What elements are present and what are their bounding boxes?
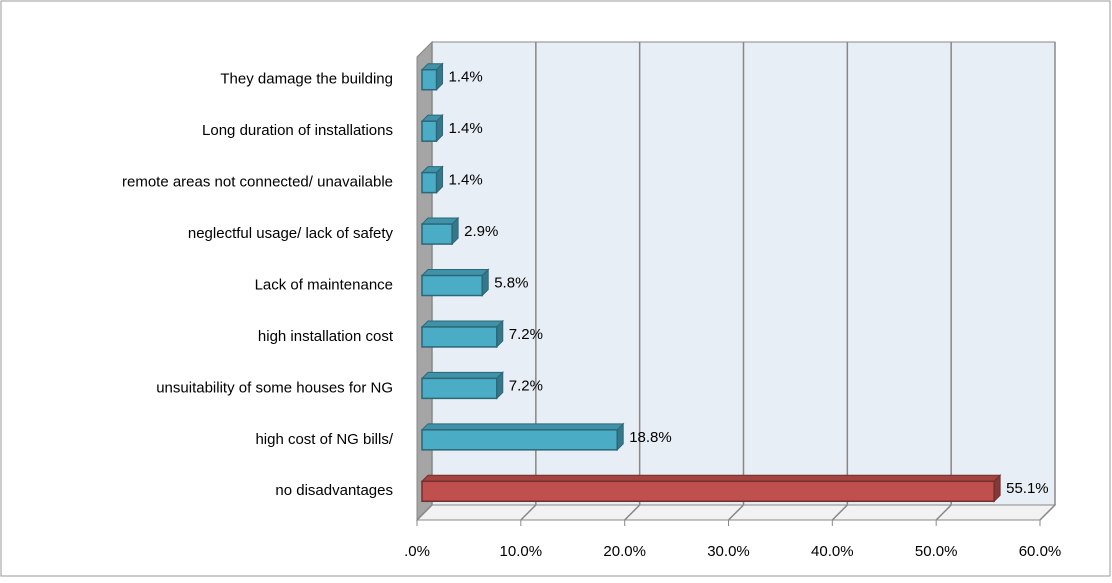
x-tick-label: 50.0% <box>915 543 958 560</box>
bar-top <box>420 474 1002 482</box>
bar <box>421 68 438 91</box>
bar <box>421 326 498 348</box>
value-label: 1.4% <box>449 69 483 86</box>
floor-grid-line <box>1039 504 1056 521</box>
x-tick-label: 20.0% <box>603 543 646 560</box>
floor-grid-line <box>416 504 433 521</box>
y-tick-label: no disadvantages <box>275 482 393 499</box>
value-label: 7.2% <box>509 377 543 394</box>
value-label: 1.4% <box>449 120 483 137</box>
value-label: 2.9% <box>464 223 498 240</box>
y-tick-label: high installation cost <box>258 328 394 345</box>
bar-top <box>420 371 504 379</box>
floor-grid-line <box>624 504 641 521</box>
value-label: 55.1% <box>1006 480 1049 497</box>
bar <box>421 480 995 503</box>
value-label: 7.2% <box>509 326 543 343</box>
y-tick-label: neglectful usage/ lack of safety <box>188 225 394 242</box>
y-tick-label: They damage the building <box>220 71 393 88</box>
x-tick-label: 60.0% <box>1019 543 1062 560</box>
bar <box>421 274 483 297</box>
y-tick-label: high cost of NG bills/ <box>255 431 393 448</box>
bar-top <box>420 269 490 276</box>
x-tick-label: 30.0% <box>707 543 750 560</box>
bar <box>421 120 438 142</box>
bar-top <box>420 320 504 328</box>
bar <box>421 171 438 194</box>
x-tick-label: 10.0% <box>500 543 543 560</box>
y-tick-label: unsuitability of some houses for NG <box>156 379 393 396</box>
y-tick-label: remote areas not connected/ unavailable <box>122 174 393 191</box>
bar <box>421 377 498 400</box>
floor-grid-line <box>935 504 952 521</box>
y-tick-label: Long duration of installations <box>202 122 393 139</box>
value-label: 5.8% <box>494 274 528 291</box>
value-label: 18.8% <box>629 429 672 446</box>
y-tick-label: Lack of maintenance <box>255 276 393 293</box>
floor-grid-line <box>831 504 848 521</box>
floor-grid-line <box>520 504 537 521</box>
value-label: 1.4% <box>449 172 483 189</box>
bar-top <box>420 423 625 431</box>
x-tick-label: .0% <box>404 543 430 560</box>
bar <box>421 429 618 451</box>
floor-grid-line <box>727 504 745 521</box>
x-tick-label: 40.0% <box>811 543 854 560</box>
bar <box>421 223 453 245</box>
